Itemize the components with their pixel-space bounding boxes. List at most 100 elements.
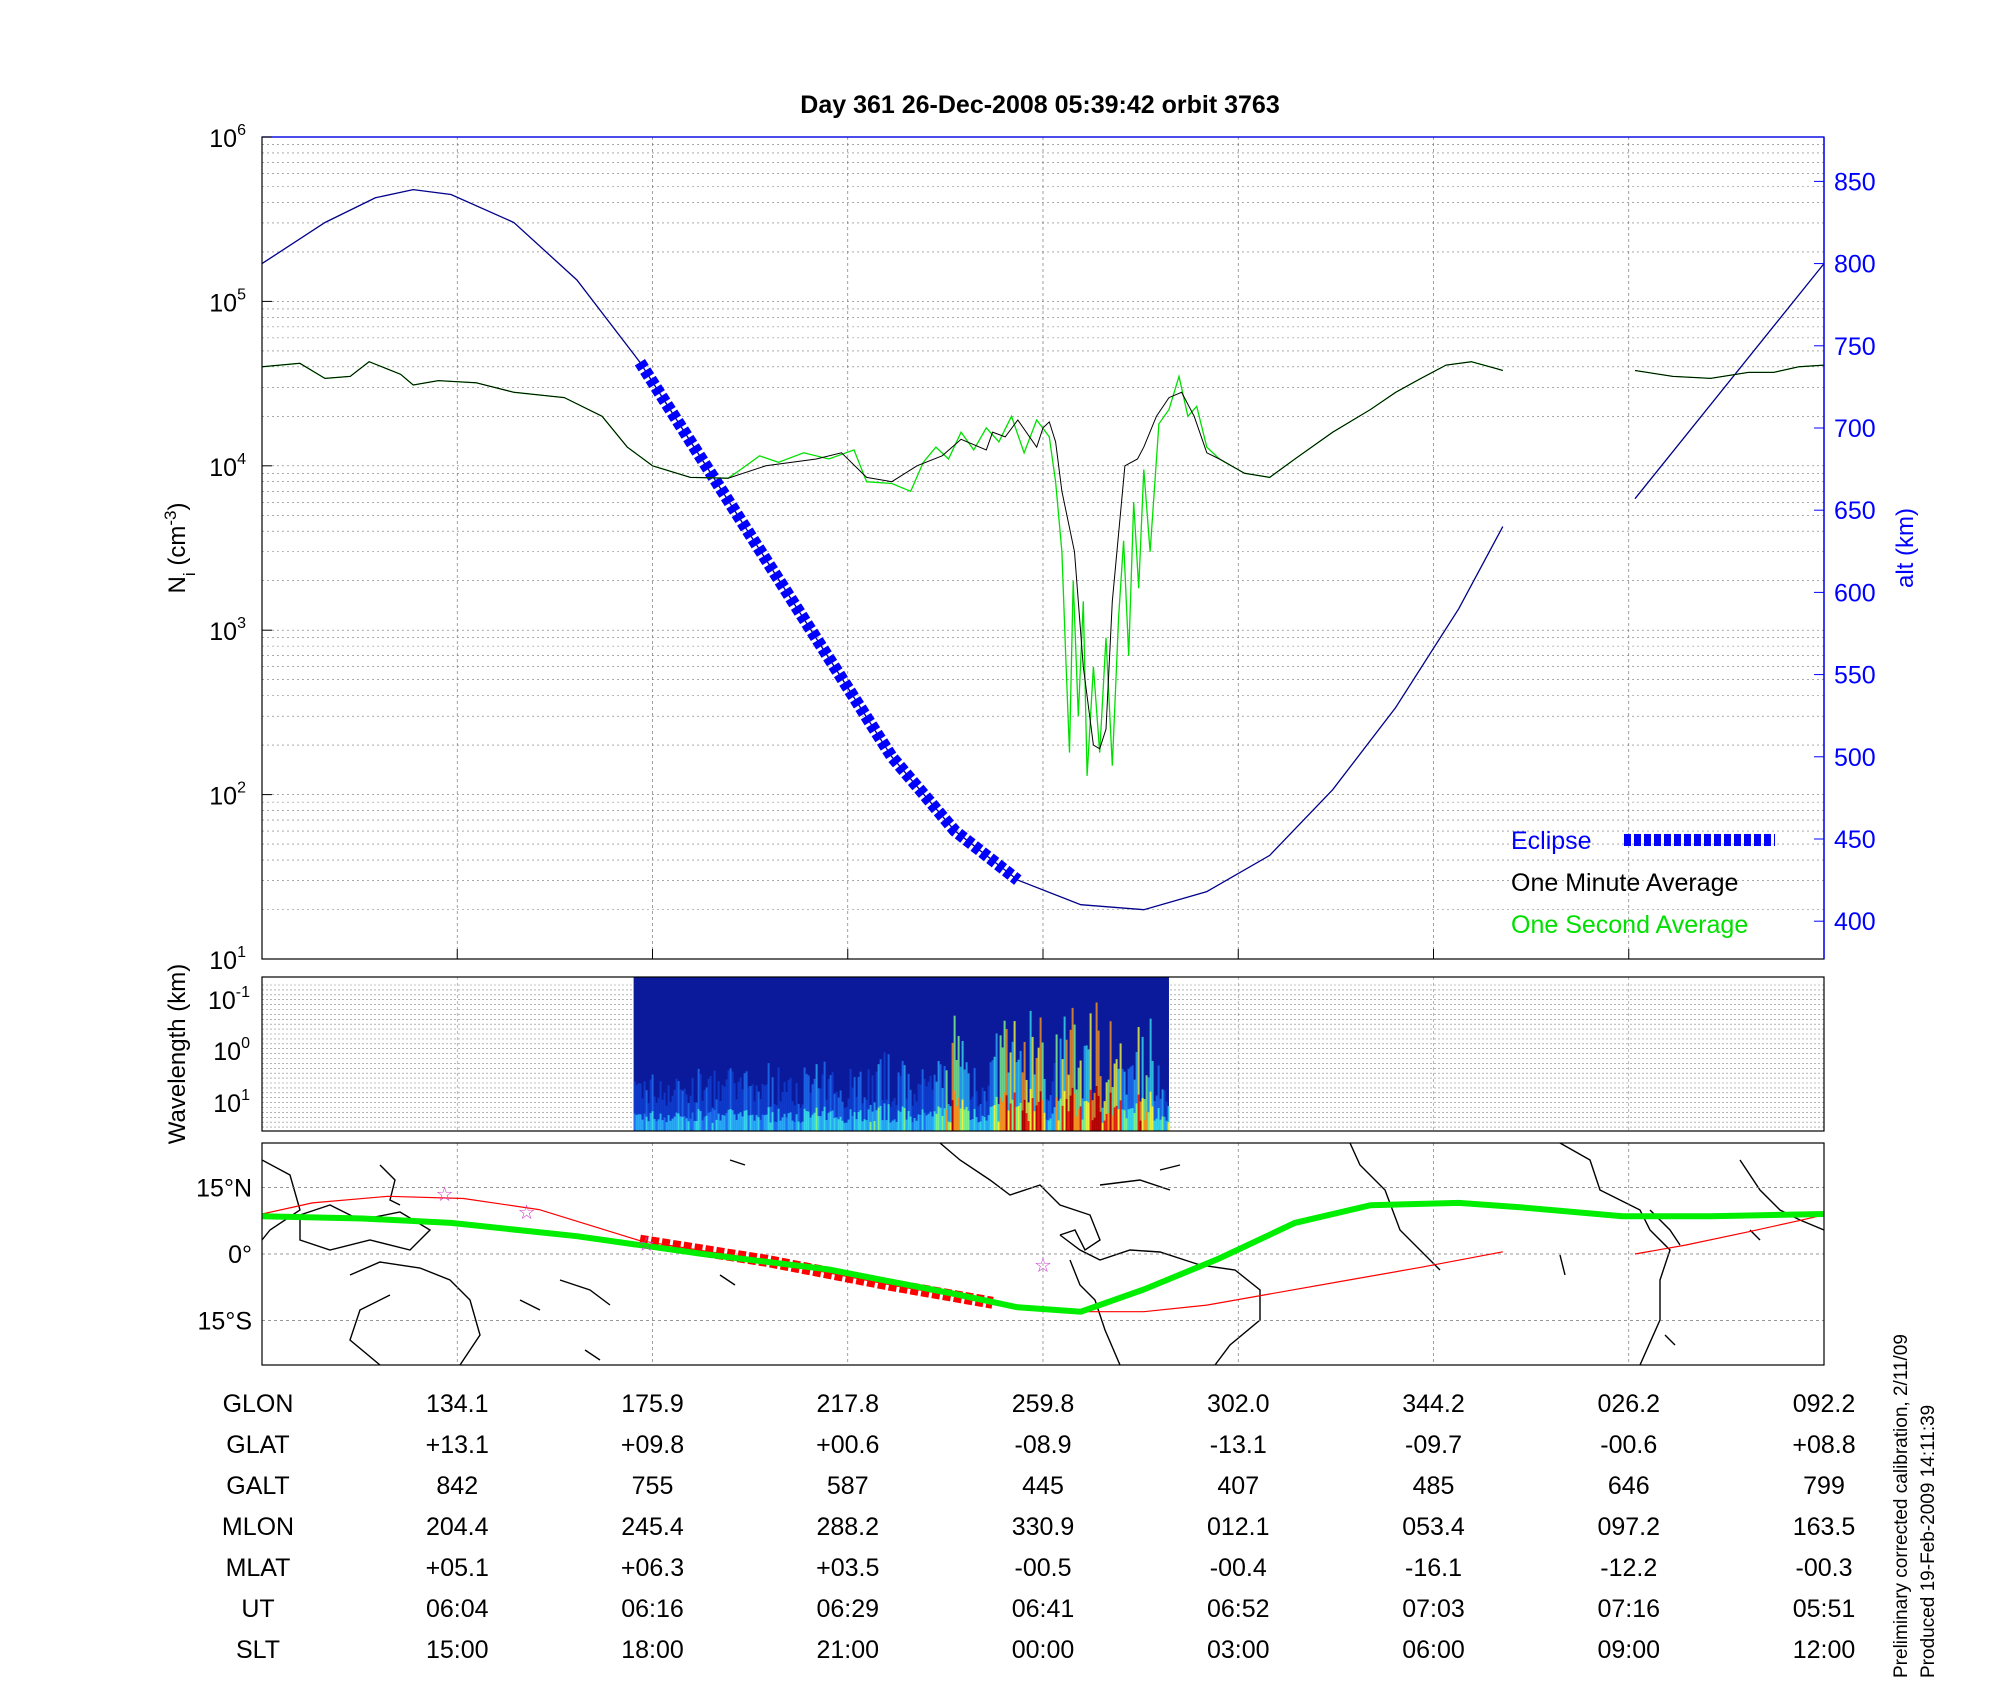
spectrogram-column-core	[927, 1113, 930, 1131]
spectrogram-column	[751, 1084, 754, 1131]
spectrogram-column	[1159, 1098, 1162, 1131]
table-cell: 12:00	[1793, 1636, 1856, 1664]
spectrogram-column	[699, 1074, 702, 1131]
spectrogram-column	[729, 1068, 732, 1131]
spectrogram-column-core	[933, 1111, 936, 1131]
spectrogram-column-core	[1053, 1107, 1056, 1131]
table-cell: -13.1	[1210, 1431, 1267, 1459]
spectrogram-column	[911, 1105, 914, 1131]
spectrogram-column-core	[1029, 1088, 1032, 1131]
map-tracks: ☆ ☆ ☆ ☆	[262, 1182, 1824, 1315]
spectrogram-column	[1053, 1062, 1056, 1131]
spectrogram-column-core	[705, 1115, 708, 1131]
spectrogram-column-core	[875, 1110, 878, 1131]
ylabel-unit: (cm	[164, 526, 191, 573]
spectrogram-column-core	[893, 1119, 896, 1131]
spectrogram-column	[895, 1105, 898, 1131]
spectrogram-column	[877, 1064, 880, 1131]
spectrogram-column	[1065, 1039, 1068, 1131]
spectrogram-column	[927, 1081, 930, 1131]
spectrogram-column	[737, 1081, 740, 1131]
spectrogram-column	[651, 1074, 654, 1131]
spectrogram-column	[801, 1104, 804, 1131]
spectrogram-column	[973, 1068, 976, 1131]
spectrogram-column	[765, 1084, 768, 1131]
spectrogram-column-core	[871, 1111, 874, 1131]
spectrogram-column	[1027, 1102, 1030, 1131]
spectrogram-column-core	[807, 1111, 810, 1131]
tick-base: 10	[209, 783, 237, 811]
tick-exponent: 1	[237, 944, 246, 961]
tick-exponent: 2	[237, 780, 246, 797]
spectrogram-column-core	[907, 1110, 910, 1131]
spectrogram-column	[641, 1098, 644, 1131]
density-tick-label: 103	[209, 615, 246, 646]
spectrogram-column	[841, 1101, 844, 1131]
spectrogram-column-core	[889, 1122, 892, 1131]
spectrogram-column-core	[647, 1121, 650, 1131]
spectrogram-column	[1111, 1087, 1114, 1131]
chart-title: Day 361 26-Dec-2008 05:39:42 orbit 3763	[800, 91, 1279, 119]
spectrogram-column-core	[633, 1113, 636, 1131]
spectrogram-column-core	[863, 1119, 866, 1131]
table-cell: 06:29	[816, 1595, 879, 1623]
spectrogram-column-core	[757, 1117, 760, 1131]
table-row-label: MLON	[222, 1513, 294, 1541]
spectrogram-column	[967, 1073, 970, 1131]
spectrogram-column-core	[739, 1112, 742, 1131]
spectrogram-column	[1063, 1016, 1066, 1131]
spectrogram-column	[1033, 1074, 1036, 1131]
spectrogram-column-core	[1035, 1105, 1038, 1131]
spectrogram-column-core	[715, 1119, 718, 1131]
spectrogram-column-core	[1159, 1119, 1162, 1131]
spectrogram-column	[997, 1104, 1000, 1131]
spectrogram-column-core	[867, 1109, 870, 1131]
spectrogram-column-core	[1099, 1111, 1102, 1131]
spectrogram-column-core	[763, 1115, 766, 1131]
spectrogram-column-core	[975, 1117, 978, 1131]
table-cell: +05.1	[426, 1554, 489, 1582]
spectrogram-column	[1077, 1067, 1080, 1131]
spectrogram-column	[755, 1085, 758, 1131]
spectrogram-column	[955, 1060, 958, 1131]
spectrogram-column	[1135, 1052, 1138, 1131]
spectrogram-column	[1043, 1078, 1046, 1131]
spectrogram-column	[1019, 1050, 1022, 1131]
table-cell: 344.2	[1402, 1390, 1465, 1418]
spectrogram-column-core	[1025, 1113, 1028, 1131]
table-row-label: GLAT	[226, 1431, 289, 1459]
spectrogram-column-core	[1051, 1113, 1054, 1131]
ylabel-exp: -3	[161, 511, 180, 526]
spectrogram-column	[655, 1102, 658, 1131]
spectrogram-column-core	[1157, 1108, 1160, 1131]
spectrogram-column	[1025, 1079, 1028, 1131]
spectrogram-column-core	[693, 1120, 696, 1131]
spectrogram-column-core	[971, 1119, 974, 1131]
spectrogram-column	[1105, 1082, 1108, 1131]
table-cell: 09:00	[1597, 1636, 1660, 1664]
spectrogram-column	[1157, 1065, 1160, 1131]
spectrogram-column	[783, 1081, 786, 1131]
spectrogram-column	[1099, 1076, 1102, 1131]
table-cell: 245.4	[621, 1513, 684, 1541]
spectrogram-column	[683, 1088, 686, 1131]
spectrogram-column	[749, 1086, 752, 1131]
spectrogram-column	[1081, 1098, 1084, 1131]
spectrogram-column-core	[1153, 1120, 1156, 1131]
spectrogram-column	[1151, 1060, 1154, 1131]
spectrogram-column	[639, 1083, 642, 1131]
spectrogram-column	[657, 1097, 660, 1131]
spectrogram-column-core	[655, 1121, 658, 1131]
spectrogram-column	[667, 1085, 670, 1131]
spectrogram-column	[665, 1105, 668, 1131]
spectrogram-column-core	[1005, 1095, 1008, 1131]
spectrogram-column	[1055, 1034, 1058, 1131]
spectrogram-column-core	[1135, 1103, 1138, 1131]
spectrogram-column-core	[731, 1110, 734, 1131]
spectrogram-column	[635, 1084, 638, 1131]
wavelength-tick-label: 10-1	[208, 984, 250, 1015]
spectrogram-column-core	[923, 1112, 926, 1131]
spectrogram-column-core	[879, 1105, 882, 1131]
spectrogram-column	[711, 1107, 714, 1131]
spectrogram-column-core	[915, 1120, 918, 1131]
